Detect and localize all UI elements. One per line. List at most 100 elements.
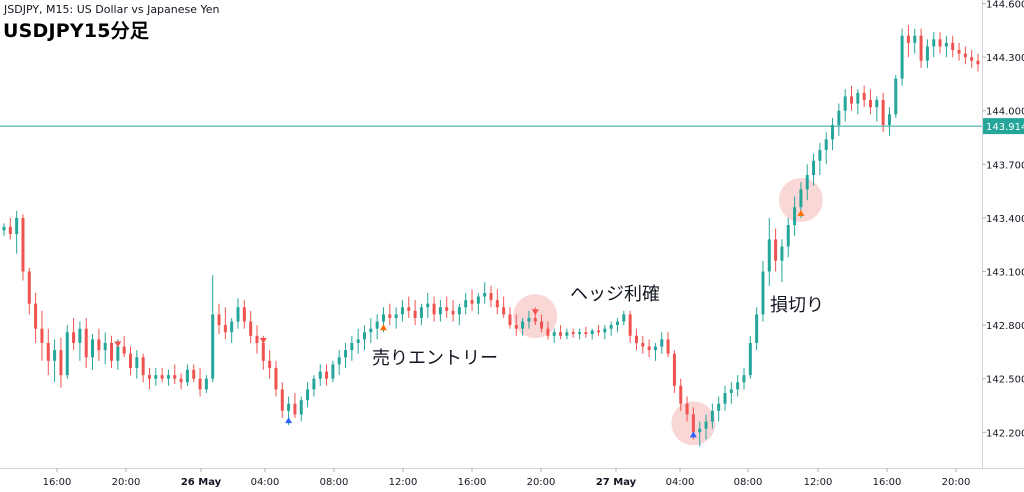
candle-body bbox=[793, 207, 797, 226]
y-tick-label: 144.600 bbox=[986, 0, 1024, 11]
candle-body bbox=[217, 314, 221, 326]
x-tick-label: 12:00 bbox=[389, 477, 418, 488]
candle-body bbox=[489, 292, 493, 301]
candle-body bbox=[938, 39, 942, 47]
x-tick-label: 04:00 bbox=[251, 477, 280, 488]
symbol-description: JSDJPY, M15: US Dollar vs Japanese Yen bbox=[4, 3, 220, 16]
candle-body bbox=[660, 339, 664, 347]
candle-body bbox=[856, 92, 860, 104]
candle-body bbox=[843, 96, 847, 111]
candle-body bbox=[46, 342, 50, 361]
candle-body bbox=[925, 46, 929, 61]
candle-body bbox=[432, 303, 436, 315]
candle-body bbox=[603, 328, 607, 333]
annotation-stop-loss: 損切り bbox=[770, 295, 824, 316]
candle-body bbox=[887, 114, 891, 126]
candle-body bbox=[223, 325, 227, 333]
candle-body bbox=[2, 226, 6, 231]
annotation-hedge-take-profit: ヘッジ利確 bbox=[570, 284, 660, 305]
candle-body bbox=[306, 389, 310, 401]
candle-body bbox=[628, 314, 632, 336]
candle-body bbox=[799, 189, 803, 208]
candle-body bbox=[685, 403, 689, 415]
candle-body bbox=[40, 328, 44, 343]
candle-body bbox=[59, 350, 63, 376]
candle-body bbox=[211, 314, 215, 379]
candle-body bbox=[53, 350, 57, 361]
candle-body bbox=[141, 357, 145, 376]
candle-body bbox=[261, 342, 265, 361]
candle-body bbox=[407, 307, 411, 311]
candle-body bbox=[110, 342, 114, 361]
candle-body bbox=[881, 100, 885, 126]
candle-body bbox=[521, 321, 525, 329]
candle-body bbox=[761, 271, 765, 315]
candle-body bbox=[527, 317, 531, 322]
trade-marker bbox=[689, 431, 697, 438]
candle-body bbox=[704, 421, 708, 429]
candle-body bbox=[179, 378, 183, 383]
candle-body bbox=[426, 303, 430, 308]
candle-body bbox=[755, 314, 759, 343]
candle-body bbox=[729, 389, 733, 393]
candle-body bbox=[666, 339, 670, 354]
candle-body bbox=[679, 385, 683, 404]
candle-body bbox=[736, 382, 740, 390]
candle-body bbox=[634, 335, 638, 343]
candle-body bbox=[204, 378, 208, 390]
candle-body bbox=[578, 332, 582, 335]
candle-body bbox=[116, 346, 120, 361]
y-tick-label: 142.500 bbox=[986, 375, 1024, 386]
candle-body bbox=[166, 375, 170, 379]
x-tick-label: 08:00 bbox=[320, 477, 349, 488]
trade-marker bbox=[379, 324, 387, 331]
candle-body bbox=[388, 314, 392, 318]
candle-body bbox=[135, 357, 139, 368]
x-tick-label: 16:00 bbox=[458, 477, 487, 488]
candle-body bbox=[236, 307, 240, 322]
candle-body bbox=[97, 339, 101, 351]
candle-body bbox=[27, 271, 31, 304]
candle-body bbox=[438, 307, 442, 315]
candle-body bbox=[495, 300, 499, 308]
candle-body bbox=[508, 314, 512, 326]
candle-body bbox=[565, 332, 569, 336]
annotation-sell-entry: 売りエントリー bbox=[372, 348, 498, 369]
y-tick-label: 142.200 bbox=[986, 428, 1024, 439]
candle-body bbox=[34, 303, 38, 329]
price-label-bg bbox=[983, 118, 1024, 135]
candle-body bbox=[584, 332, 588, 335]
candle-body bbox=[160, 375, 164, 379]
chart-title: USDJPY15分足 bbox=[3, 20, 150, 42]
candle-body bbox=[812, 160, 816, 176]
candle-body bbox=[356, 339, 360, 343]
candle-body bbox=[597, 330, 601, 333]
candle-body bbox=[951, 42, 955, 51]
candle-body bbox=[900, 35, 904, 79]
candle-body bbox=[84, 328, 88, 358]
candle-body bbox=[249, 321, 253, 336]
candle-body bbox=[325, 371, 329, 379]
candle-body bbox=[976, 60, 980, 65]
x-tick-label: 26 May bbox=[181, 477, 222, 488]
candle-body bbox=[287, 403, 291, 411]
candle-body bbox=[824, 139, 828, 151]
candle-body bbox=[173, 375, 177, 379]
y-tick-label: 143.700 bbox=[986, 160, 1024, 171]
trade-marker bbox=[259, 337, 267, 344]
y-tick-label: 144.000 bbox=[986, 107, 1024, 118]
candle-body bbox=[268, 360, 272, 368]
candle-body bbox=[698, 428, 702, 433]
candle-body bbox=[647, 346, 651, 351]
candle-body bbox=[559, 332, 563, 336]
candle-body bbox=[862, 92, 866, 101]
candle-body bbox=[344, 350, 348, 358]
candle-body bbox=[615, 321, 619, 326]
candle-body bbox=[894, 78, 898, 115]
candle-body bbox=[457, 307, 461, 315]
candle-body bbox=[919, 35, 923, 61]
candle-body bbox=[15, 217, 19, 234]
candle-body bbox=[337, 357, 341, 365]
candle-body bbox=[413, 310, 417, 318]
